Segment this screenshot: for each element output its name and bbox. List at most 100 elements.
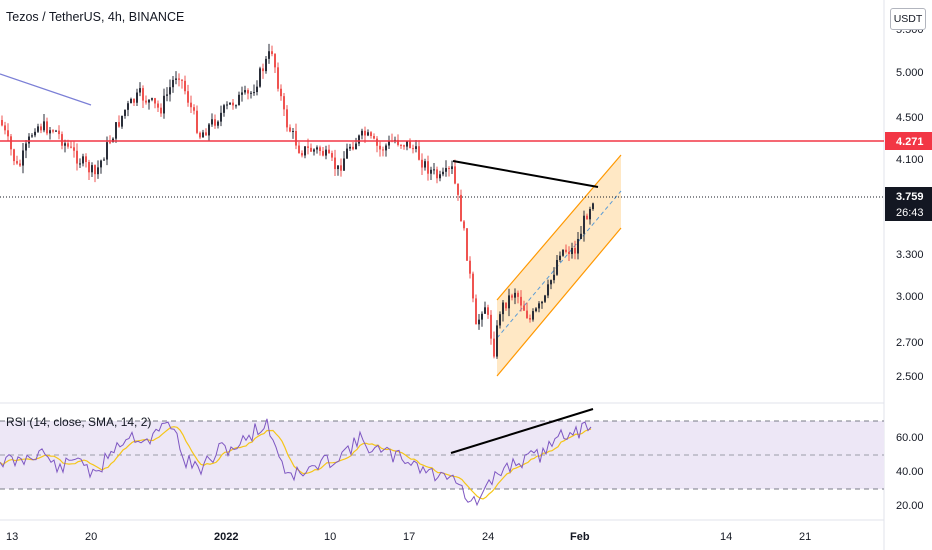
candle-body (325, 149, 327, 156)
candle-body (337, 165, 339, 170)
time-tick: 21 (799, 531, 811, 543)
last-price-label: 3.759 (896, 191, 924, 203)
candle-body (292, 130, 294, 132)
candle-body (229, 102, 231, 105)
channel-lower-line[interactable] (496, 227, 622, 377)
candle-body (226, 104, 228, 106)
rsi-tick: 60.00 (896, 432, 924, 444)
candle-body (568, 251, 570, 255)
candle-body (460, 194, 462, 222)
candle-body (109, 142, 111, 144)
candle-body (241, 92, 243, 95)
candle-body (247, 90, 249, 94)
candle-body (115, 122, 117, 139)
candle-body (118, 122, 120, 127)
candle-body (181, 79, 183, 81)
candle-body (382, 149, 384, 151)
time-tick: 24 (482, 531, 494, 543)
candle-body (349, 146, 351, 149)
time-tick: 14 (720, 531, 732, 543)
candle-body (286, 109, 288, 128)
candle-body (385, 145, 387, 151)
candle-body (331, 153, 333, 158)
candle-body (340, 165, 342, 171)
candle-body (397, 139, 399, 145)
candle-body (250, 92, 252, 94)
price-tick: 2.500 (896, 371, 924, 383)
rsi-divergence-line[interactable] (450, 408, 594, 454)
candle-body (367, 132, 369, 136)
candle-body (538, 303, 540, 309)
candle-body (364, 130, 366, 136)
candle-body (508, 295, 510, 309)
candle-body (583, 215, 585, 234)
candle-body (190, 102, 192, 108)
candle-body (52, 130, 54, 132)
price-tick: 5.000 (896, 67, 924, 79)
candle-body (166, 94, 168, 96)
candle-body (40, 126, 42, 131)
candle-body (97, 167, 99, 175)
candle-body (55, 130, 57, 132)
candle-body (313, 149, 315, 152)
candles (1, 43, 594, 359)
candle-body (373, 136, 375, 139)
candle-body (445, 168, 447, 172)
candle-body (484, 307, 486, 314)
candle-body (547, 284, 549, 296)
candle-body (223, 105, 225, 113)
candle-body (253, 92, 255, 94)
price-tick: 4.500 (896, 112, 924, 124)
candle-body (457, 183, 459, 195)
candle-body (358, 135, 360, 144)
candle-body (577, 239, 579, 254)
candle-body (301, 153, 303, 156)
candle-body (214, 119, 216, 126)
candle-body (415, 146, 417, 149)
candle-body (238, 94, 240, 106)
rsi-tick: 40.00 (896, 466, 924, 478)
candle-body (514, 292, 516, 298)
price-divergence-line[interactable] (452, 160, 599, 188)
candle-body (103, 159, 105, 161)
candle-body (175, 78, 177, 80)
candle-body (130, 98, 132, 104)
candle-body (487, 307, 489, 315)
rsi-title: RSI (14, close, SMA, 14, 2) (6, 415, 152, 429)
candle-body (361, 130, 363, 136)
last-price-label-bg (885, 187, 932, 221)
candle-body (13, 149, 15, 162)
candle-body (295, 130, 297, 146)
candle-body (592, 203, 594, 210)
candle-body (556, 260, 558, 275)
candle-body (127, 103, 129, 110)
candle-body (418, 146, 420, 160)
currency-button[interactable]: USDT (890, 8, 926, 30)
candle-body (187, 91, 189, 103)
candle-body (82, 156, 84, 164)
candle-body (151, 98, 153, 100)
time-tick: 13 (6, 531, 18, 543)
candle-body (211, 119, 213, 125)
candle-body (178, 78, 180, 80)
price-tick: 4.100 (896, 154, 924, 166)
candle-body (346, 148, 348, 159)
chart-title: Tezos / TetherUS, 4h, BINANCE (6, 10, 185, 24)
time-tick: 17 (403, 531, 415, 543)
channel-upper-line[interactable] (496, 154, 622, 301)
candle-body (511, 295, 513, 298)
time-tick: 10 (324, 531, 336, 543)
candle-body (124, 109, 126, 116)
candle-body (406, 140, 408, 147)
candle-body (439, 174, 441, 179)
trendline-drawing[interactable] (0, 73, 92, 106)
candle-body (79, 163, 81, 165)
candle-body (256, 86, 258, 93)
price-tick: 3.300 (896, 249, 924, 261)
candle-body (421, 159, 423, 168)
candle-body (271, 51, 273, 55)
candle-body (145, 100, 147, 103)
candle-body (274, 54, 276, 68)
candle-body (502, 302, 504, 315)
